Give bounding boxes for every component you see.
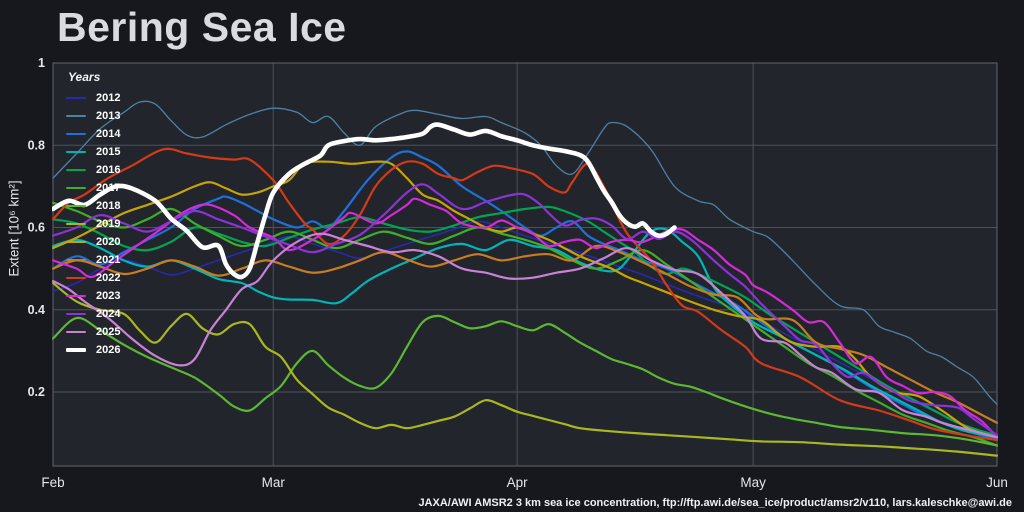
legend-swatch <box>66 331 86 333</box>
x-tick-label: Mar <box>262 475 286 490</box>
legend-swatch <box>66 151 86 153</box>
y-axis-label: Extent [10⁶ km²] <box>6 180 22 277</box>
page-title: Bering Sea Ice <box>57 4 347 50</box>
x-tick-label: May <box>740 475 766 490</box>
legend-item-label: 2015 <box>96 146 121 158</box>
legend-swatch <box>66 187 86 189</box>
series-line-2022 <box>52 147 998 442</box>
series-line-2015 <box>52 227 998 439</box>
legend-swatch <box>66 115 86 117</box>
legend-swatch <box>66 223 86 225</box>
x-tick-label: Apr <box>507 475 529 490</box>
x-tick-label: Jun <box>986 475 1008 490</box>
legend-item-label: 2016 <box>96 164 121 176</box>
legend-swatch <box>66 133 86 135</box>
legend-item-2019[interactable]: 2019 <box>66 215 120 233</box>
legend-item-2018[interactable]: 2018 <box>66 197 120 215</box>
legend-item-label: 2023 <box>96 290 121 302</box>
legend-item-2021[interactable]: 2021 <box>66 251 120 269</box>
series-line-2023 <box>52 197 998 439</box>
legend-swatch <box>66 277 86 279</box>
legend-swatch <box>66 169 86 171</box>
y-tick-label: 0.2 <box>28 385 45 399</box>
legend-item-2013[interactable]: 2013 <box>66 107 120 125</box>
series-line-2017 <box>52 201 998 447</box>
series-line-2013 <box>52 100 998 405</box>
legend-swatch <box>66 97 86 99</box>
legend-item-2016[interactable]: 2016 <box>66 161 120 179</box>
series-line-2026 <box>52 122 677 280</box>
legend-item-2024[interactable]: 2024 <box>66 305 120 323</box>
legend-item-2014[interactable]: 2014 <box>66 125 120 143</box>
legend-item-2022[interactable]: 2022 <box>66 269 120 287</box>
legend-swatch <box>66 313 86 315</box>
plot-border <box>52 62 998 467</box>
y-tick-label: 0.8 <box>28 138 45 152</box>
legend-items: 2012 2013 2014 2015 2016 2017 2018 2019 2020 2021… <box>66 89 120 359</box>
legend-item-label: 2021 <box>96 254 121 266</box>
legend-swatch <box>66 348 86 352</box>
series-line-2018 <box>52 314 998 447</box>
y-tick-label: 1 <box>38 56 45 70</box>
legend-swatch <box>66 241 86 243</box>
y-tick-label: 0.4 <box>28 303 45 317</box>
series-line-2012 <box>52 220 998 436</box>
legend-swatch <box>66 205 86 207</box>
chart-legend: Years 2012 2013 2014 2015 2016 2017 2018 2019 20… <box>66 70 120 359</box>
series-line-2024 <box>52 183 998 437</box>
series-line-2025 <box>52 232 998 439</box>
attribution-text: JAXA/AWI AMSR2 3 km sea ice concentratio… <box>418 497 1012 509</box>
legend-item-label: 2017 <box>96 182 121 194</box>
legend-item-label: 2020 <box>96 236 121 248</box>
legend-swatch <box>66 295 86 297</box>
legend-item-label: 2026 <box>96 344 121 356</box>
legend-item-label: 2012 <box>96 92 121 104</box>
legend-item-label: 2018 <box>96 200 121 212</box>
series-line-2021 <box>52 244 998 424</box>
x-tick-label: Feb <box>41 475 64 490</box>
legend-item-2026[interactable]: 2026 <box>66 341 120 359</box>
series-line-2019 <box>52 281 998 457</box>
legend-item-label: 2013 <box>96 110 121 122</box>
legend-item-2020[interactable]: 2020 <box>66 233 120 251</box>
legend-swatch <box>66 259 86 261</box>
legend-item-2025[interactable]: 2025 <box>66 323 120 341</box>
series-line-2016 <box>52 205 998 437</box>
legend-item-2012[interactable]: 2012 <box>66 89 120 107</box>
legend-title: Years <box>68 70 101 84</box>
legend-item-label: 2024 <box>96 308 121 320</box>
legend-item-label: 2019 <box>96 218 121 230</box>
legend-item-label: 2014 <box>96 128 121 140</box>
legend-item-2023[interactable]: 2023 <box>66 287 120 305</box>
legend-item-label: 2025 <box>96 326 121 338</box>
legend-item-2015[interactable]: 2015 <box>66 143 120 161</box>
legend-item-label: 2022 <box>96 272 121 284</box>
legend-item-2017[interactable]: 2017 <box>66 179 120 197</box>
y-tick-label: 0.6 <box>28 221 45 235</box>
plot-area <box>53 63 997 466</box>
